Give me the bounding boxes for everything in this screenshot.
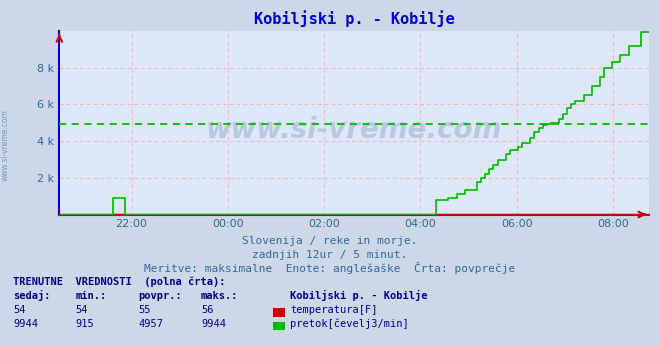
Text: Slovenija / reke in morje.: Slovenija / reke in morje. (242, 236, 417, 246)
Text: 56: 56 (201, 305, 214, 315)
Title: Kobiljski p. - Kobilje: Kobiljski p. - Kobilje (254, 10, 455, 27)
Text: 915: 915 (76, 319, 94, 329)
Text: min.:: min.: (76, 291, 107, 301)
Text: 9944: 9944 (13, 319, 38, 329)
Text: 54: 54 (76, 305, 88, 315)
Text: 4957: 4957 (138, 319, 163, 329)
Text: TRENUTNE  VREDNOSTI  (polna črta):: TRENUTNE VREDNOSTI (polna črta): (13, 277, 225, 288)
Text: Meritve: maksimalne  Enote: anglešaške  Črta: povprečje: Meritve: maksimalne Enote: anglešaške Čr… (144, 262, 515, 274)
Text: 9944: 9944 (201, 319, 226, 329)
Text: Kobiljski p. - Kobilje: Kobiljski p. - Kobilje (290, 290, 428, 301)
Text: 55: 55 (138, 305, 151, 315)
Text: 54: 54 (13, 305, 26, 315)
Text: povpr.:: povpr.: (138, 291, 182, 301)
Text: www.si-vreme.com: www.si-vreme.com (206, 116, 502, 144)
Text: maks.:: maks.: (201, 291, 239, 301)
Text: temperatura[F]: temperatura[F] (290, 305, 378, 315)
Text: www.si-vreme.com: www.si-vreme.com (1, 109, 10, 181)
Text: sedaj:: sedaj: (13, 290, 51, 301)
Text: pretok[čevelj3/min]: pretok[čevelj3/min] (290, 318, 409, 329)
Text: zadnjih 12ur / 5 minut.: zadnjih 12ur / 5 minut. (252, 250, 407, 260)
